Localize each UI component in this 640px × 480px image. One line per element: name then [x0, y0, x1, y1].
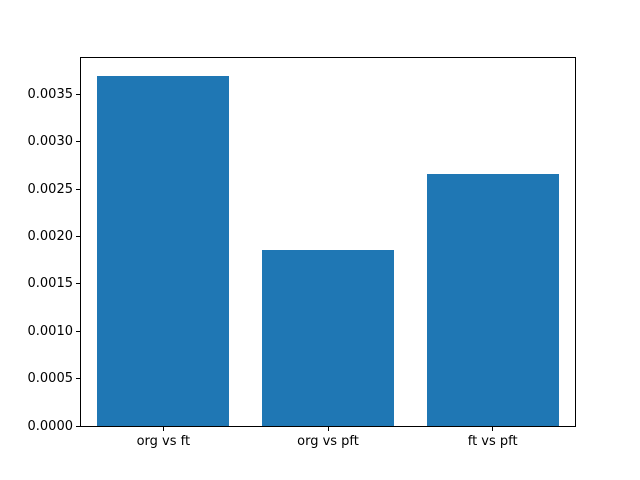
- x-tick-mark: [327, 427, 329, 431]
- y-tick-mark: [76, 141, 80, 143]
- x-tick-label: org vs ft: [136, 434, 191, 449]
- bar-org-vs-pft: [262, 249, 394, 426]
- x-tick-label: org vs pft: [297, 434, 359, 449]
- y-tick-mark: [76, 425, 80, 427]
- y-tick-label: 0.0000: [27, 418, 74, 434]
- y-tick-mark: [76, 378, 80, 380]
- y-tick-label: 0.0005: [27, 371, 74, 387]
- x-tick-mark: [162, 427, 164, 431]
- plot-area: [80, 57, 576, 427]
- y-tick-mark: [76, 283, 80, 285]
- bar-ft-vs-pft: [426, 174, 559, 426]
- y-tick-label: 0.0025: [27, 181, 74, 197]
- y-tick-label: 0.0020: [27, 229, 74, 245]
- y-tick-label: 0.0030: [27, 134, 74, 150]
- y-tick-mark: [76, 330, 80, 332]
- y-tick-mark: [76, 236, 80, 238]
- bar-org-vs-ft: [97, 75, 230, 426]
- y-tick-label: 0.0035: [27, 86, 74, 102]
- x-tick-label: ft vs pft: [467, 434, 518, 449]
- y-tick-mark: [76, 93, 80, 95]
- y-tick-label: 0.0015: [27, 276, 74, 292]
- y-tick-label: 0.0010: [27, 323, 74, 339]
- x-tick-mark: [492, 427, 494, 431]
- y-tick-mark: [76, 188, 80, 190]
